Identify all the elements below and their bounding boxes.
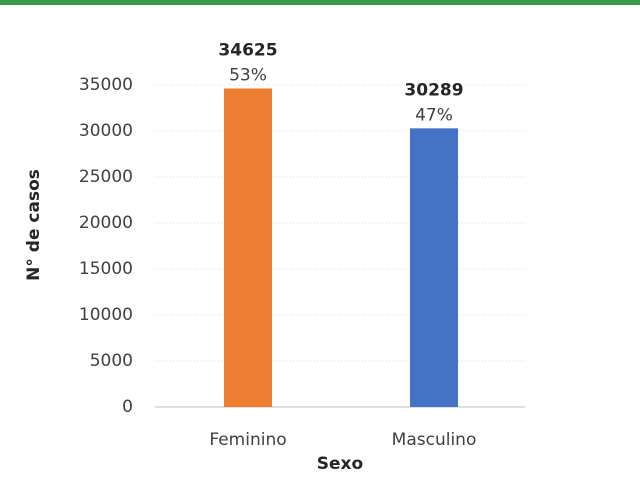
bar [410, 128, 458, 408]
y-tick-label: 25000 [79, 167, 133, 187]
value-label: 30289 [404, 80, 463, 100]
y-tick-label: 5000 [90, 351, 133, 371]
top-bar [0, 0, 640, 5]
x-tick-label: Feminino [209, 430, 286, 450]
x-tick-label: Masculino [392, 430, 477, 450]
y-tick-label: 0 [122, 397, 133, 417]
x-axis-title: Sexo [317, 454, 363, 474]
y-tick-label: 20000 [79, 213, 133, 233]
value-label: 34625 [218, 40, 277, 60]
percent-label: 53% [229, 65, 267, 85]
bar [224, 88, 272, 407]
y-axis-title: N° de casos [24, 169, 44, 281]
y-tick-label: 30000 [79, 121, 133, 141]
percent-label: 47% [415, 105, 453, 125]
y-tick-label: 35000 [79, 75, 133, 95]
y-tick-label: 10000 [79, 305, 133, 325]
y-tick-label: 15000 [79, 259, 133, 279]
